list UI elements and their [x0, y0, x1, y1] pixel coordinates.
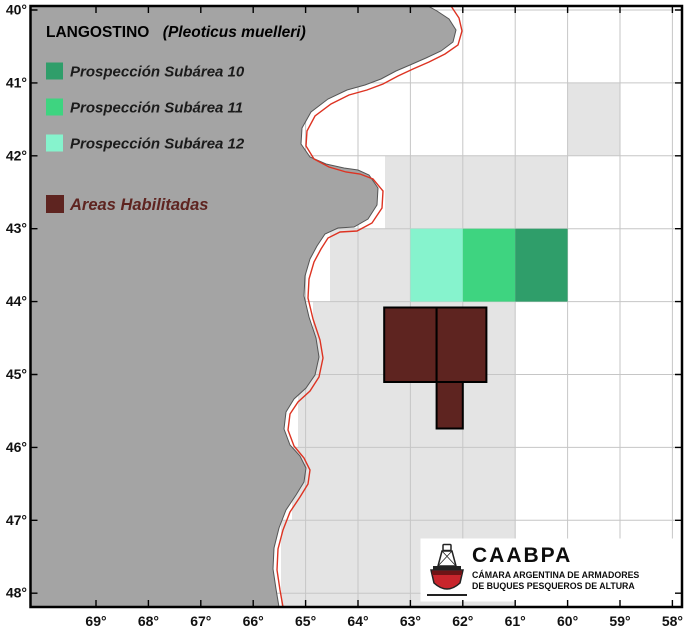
lat-label: 48°	[6, 585, 27, 601]
lon-label: 66°	[243, 613, 264, 629]
land-argentina	[30, 5, 457, 608]
legend-title: LANGOSTINO (Pleoticus muelleri)	[46, 24, 306, 41]
lon-label: 63°	[400, 613, 421, 629]
legend-swatch-subarea-10	[46, 62, 63, 80]
shaded-statistical-cell	[292, 447, 516, 521]
buoy-icon	[427, 543, 467, 596]
legend-swatch-subarea-12	[46, 134, 63, 152]
lat-label: 40°	[6, 2, 27, 18]
prospeccion-subarea-11-cell	[462, 228, 516, 302]
logo-acronym: CAABPA	[472, 544, 572, 567]
shaded-statistical-cell	[298, 374, 516, 448]
lat-label: 46°	[6, 439, 27, 455]
legend-label-subarea-12: Prospección Subárea 12	[70, 136, 245, 153]
lon-label: 61°	[505, 613, 526, 629]
habilitada-area-cell-west	[383, 306, 438, 383]
map-border	[29, 4, 684, 609]
lon-label: 59°	[609, 613, 630, 629]
caabpa-logo: CAABPA CÁMARA ARGENTINA DE ARMADORES DE …	[420, 538, 681, 602]
shaded-statistical-cell	[567, 82, 620, 156]
legend-swatch-areas-habilitadas	[46, 195, 64, 213]
habilitada-area-cell-east	[435, 306, 488, 383]
logo-subtitle-line1: CÁMARA ARGENTINA DE ARMADORES	[472, 570, 639, 580]
lat-label: 43°	[6, 220, 27, 236]
lon-label: 65°	[295, 613, 316, 629]
legend-title-main: LANGOSTINO	[46, 24, 149, 41]
habilitada-area-cell-south-extension	[435, 381, 464, 430]
logo-subtitle-line2: DE BUQUES PESQUEROS DE ALTURA	[472, 581, 635, 591]
lat-label: 45°	[6, 366, 27, 382]
lon-label: 67°	[190, 613, 211, 629]
lat-label: 44°	[6, 293, 27, 309]
lon-label: 62°	[452, 613, 473, 629]
lat-label: 47°	[6, 512, 27, 528]
logo-box	[420, 538, 681, 602]
lat-label: 42°	[6, 147, 27, 163]
axis-ticks	[30, 6, 682, 607]
lon-label: 69°	[85, 613, 106, 629]
lon-label: 64°	[347, 613, 368, 629]
legend-label-areas-habilitadas: Areas Habilitadas	[69, 196, 208, 214]
legend-swatch-subarea-11	[46, 98, 63, 116]
legend: LANGOSTINO (Pleoticus muelleri) Prospecc…	[46, 24, 306, 214]
lon-label: 58°	[662, 613, 683, 629]
lon-label: 68°	[138, 613, 159, 629]
prospeccion-subarea-12-cell	[410, 228, 463, 302]
lat-label: 41°	[6, 74, 27, 90]
shaded-statistical-cell	[330, 228, 411, 302]
shaded-statistical-cell	[385, 155, 568, 229]
areas-habilitadas-group	[383, 306, 488, 430]
legend-label-subarea-11: Prospección Subárea 11	[70, 100, 243, 117]
coastal-boundary-line	[276, 5, 463, 608]
lon-label: 60°	[557, 613, 578, 629]
legend-label-subarea-10: Prospección Subárea 10	[70, 64, 245, 81]
prospeccion-subarea-10-cell	[515, 228, 568, 302]
legend-title-species: (Pleoticus muelleri)	[163, 24, 306, 41]
